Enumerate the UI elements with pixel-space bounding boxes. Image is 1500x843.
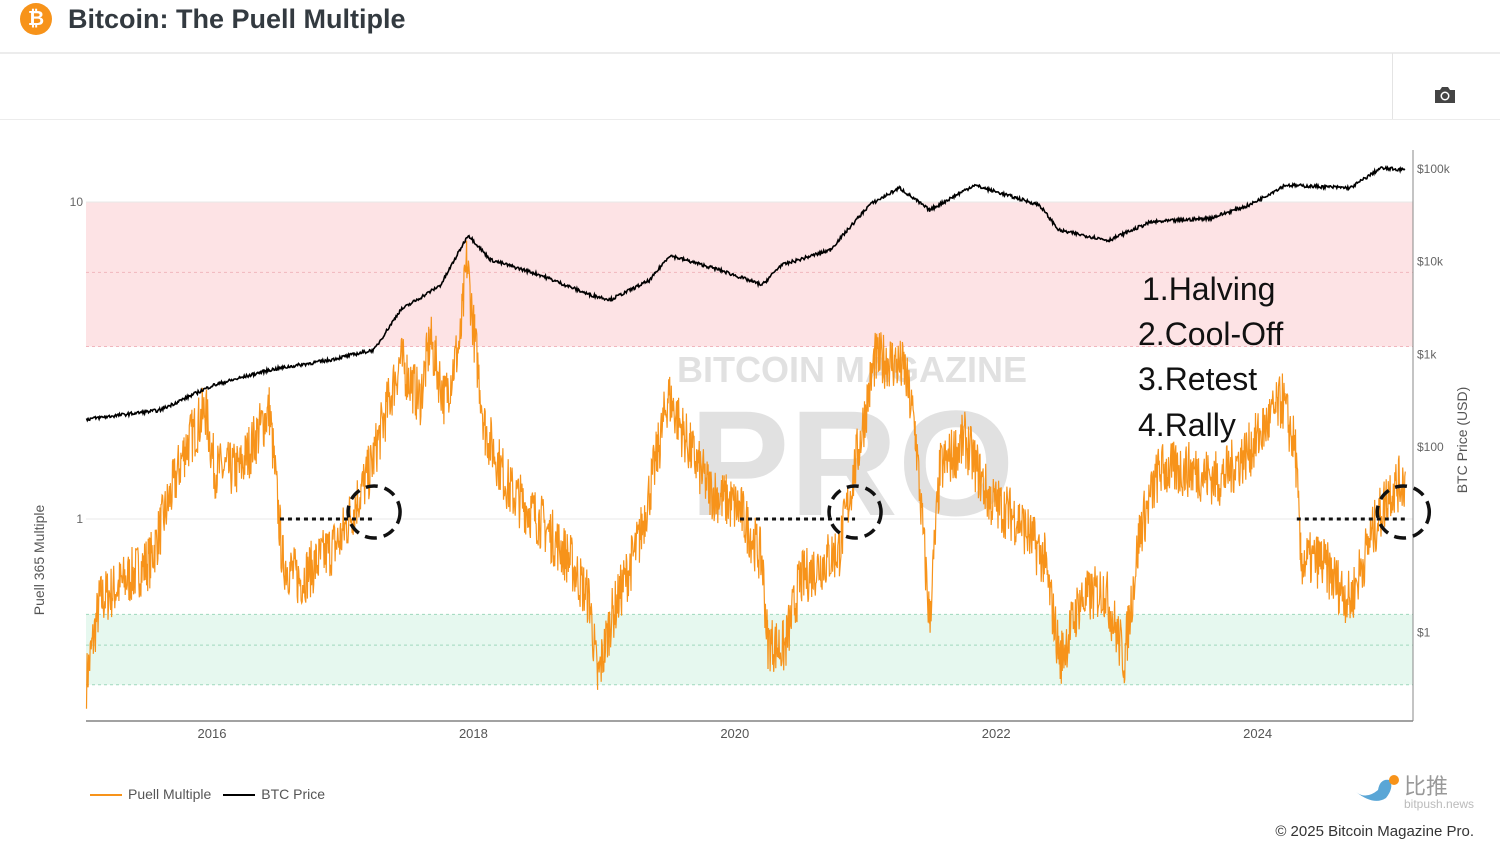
y2-axis-label: BTC Price (USD) (1454, 387, 1470, 494)
step-4: 4.Rally (1138, 407, 1236, 443)
x-tick-label: 2024 (1243, 726, 1272, 741)
step-1: 1.Halving (1142, 271, 1275, 307)
step-3: 3.Retest (1138, 361, 1257, 397)
camera-icon[interactable] (1433, 85, 1457, 105)
y2-tick-label: $10k (1417, 255, 1444, 269)
y-tick-label: 10 (70, 195, 84, 209)
page-title: Bitcoin: The Puell Multiple (68, 4, 406, 34)
retest-circle (827, 484, 883, 540)
legend-item-puell[interactable]: Puell Multiple (90, 786, 211, 802)
y2-tick-label: $100 (1417, 440, 1444, 454)
retest-circle (346, 484, 402, 540)
x-tick-label: 2016 (198, 726, 227, 741)
toolbar (0, 53, 1500, 120)
bitpush-logo: 比推 bitpush.news (1356, 774, 1474, 811)
y-tick-label: 1 (76, 512, 83, 526)
band-0 (86, 202, 1413, 347)
retest-circle (1375, 484, 1432, 540)
y2-tick-label: $1 (1417, 626, 1431, 640)
legend-item-btc[interactable]: BTC Price (223, 786, 325, 802)
toolbar-divider (1392, 53, 1393, 119)
watermark-top: BITCOIN MAGAZINE (677, 349, 1027, 390)
step-2: 2.Cool-Off (1138, 316, 1283, 352)
copyright: © 2025 Bitcoin Magazine Pro. (1275, 823, 1474, 840)
svg-text:比推: 比推 (1404, 774, 1448, 799)
x-tick-label: 2022 (982, 726, 1011, 741)
band-1 (86, 614, 1413, 685)
legend: Puell Multiple BTC Price (90, 786, 325, 802)
x-tick-label: 2018 (459, 726, 488, 741)
step-list: 1.Halving 2.Cool-Off 3.Retest 4.Rally (1138, 271, 1283, 443)
x-tick-label: 2020 (720, 726, 749, 741)
y2-tick-label: $100k (1417, 162, 1451, 176)
chart: BITCOIN MAGAZINE PRO 101$100k$10k$1k$100… (31, 150, 1470, 741)
bitcoin-logo-icon: ₿ (20, 3, 52, 35)
header: ₿ Bitcoin: The Puell Multiple (0, 0, 1500, 54)
svg-text:bitpush.news: bitpush.news (1404, 797, 1474, 811)
series-btc-price (85, 164, 1406, 423)
y2-tick-label: $1k (1417, 347, 1437, 361)
y-axis-label: Puell 365 Multiple (31, 505, 47, 616)
series-puell-multiple (85, 240, 1406, 709)
